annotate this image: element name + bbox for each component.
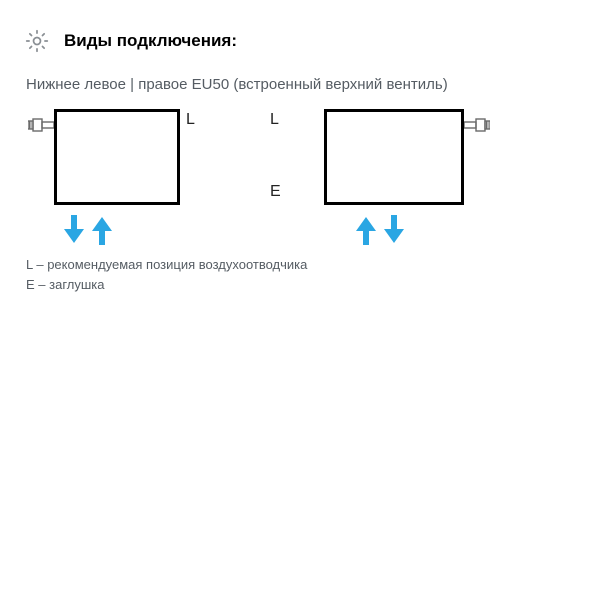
legend: L – рекомендуемая позиция воздухоотводчи…: [26, 255, 576, 294]
radiator-box-right: [324, 109, 464, 205]
panel-left: L: [26, 109, 246, 245]
gear-icon: [24, 28, 50, 54]
diagram-subtitle: Нижнее левое | правое EU50 (встроенный в…: [26, 76, 576, 93]
radiator-box-left: [54, 109, 180, 205]
section-title: Виды подключения:: [64, 31, 237, 51]
section-header: Виды подключения:: [24, 28, 576, 54]
legend-e: E – заглушка: [26, 275, 576, 295]
flow-arrows-right: [354, 215, 492, 245]
arrow-down-icon: [382, 215, 406, 245]
label-l-left: L: [186, 111, 195, 129]
valve-right-icon: [464, 113, 492, 137]
label-l-right: L: [270, 111, 279, 129]
arrow-down-icon: [62, 215, 86, 245]
flow-arrows-left: [62, 215, 246, 245]
legend-l: L – рекомендуемая позиция воздухоотводчи…: [26, 255, 576, 275]
valve-left-icon: [26, 113, 54, 137]
content: Виды подключения: Нижнее левое | правое …: [0, 0, 600, 294]
diagram-row: L L E: [26, 109, 576, 245]
panel-right: L E: [272, 109, 492, 245]
arrow-up-icon: [90, 215, 114, 245]
label-e-right: E: [270, 183, 281, 201]
arrow-up-icon: [354, 215, 378, 245]
